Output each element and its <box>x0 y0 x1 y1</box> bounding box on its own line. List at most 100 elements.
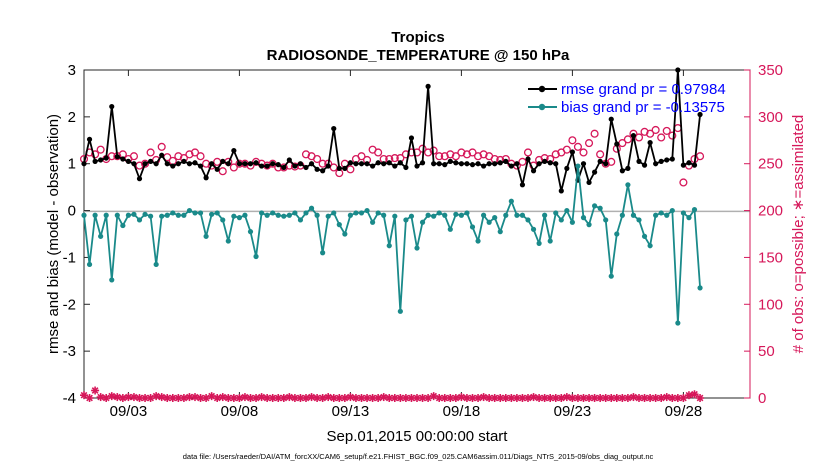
obs-possible-point <box>579 148 588 157</box>
obs-assimilated-point <box>657 394 666 402</box>
obs-possible-point <box>584 139 594 148</box>
rmse-point <box>519 182 526 188</box>
y-right-tick-label: 250 <box>758 156 783 173</box>
y-right-tick-label: 350 <box>758 62 783 79</box>
bias-point <box>464 210 470 216</box>
rmse-point <box>281 164 287 171</box>
rmse-point <box>331 125 337 132</box>
rmse-point <box>114 154 120 160</box>
obs-assimilated-series <box>80 386 705 402</box>
rmse-point <box>353 161 359 167</box>
obs-assimilated-point <box>346 393 355 402</box>
bias-point <box>658 210 664 216</box>
rmse-point <box>86 136 93 142</box>
obs-possible-point <box>695 152 705 161</box>
rmse-point <box>325 163 331 169</box>
obs-assimilated-point <box>629 393 638 402</box>
obs-possible-point <box>473 152 483 161</box>
y-right-tick-label: 50 <box>758 343 775 360</box>
legend-rmse-label: rmse grand pr = 0.97984 <box>561 81 726 98</box>
obs-assimilated-point <box>662 393 671 402</box>
bias-point <box>486 219 492 225</box>
rmse-point <box>619 168 625 174</box>
bias-point <box>408 213 415 219</box>
rmse-point <box>397 160 403 166</box>
rmse-point <box>569 149 576 155</box>
rmse-point <box>264 163 270 169</box>
bias-point <box>259 210 265 216</box>
bias-point <box>386 243 392 249</box>
obs-assimilated-point <box>413 394 421 402</box>
plot-area <box>83 69 751 399</box>
obs-possible-point <box>573 142 582 151</box>
y-tick-label: -4 <box>63 390 76 407</box>
bias-point <box>114 212 120 218</box>
bias-point <box>153 261 159 268</box>
bias-point <box>575 163 581 169</box>
bias-point <box>358 210 365 216</box>
bias-point <box>253 253 259 260</box>
rmse-point <box>175 161 181 167</box>
bias-point <box>514 212 520 218</box>
obs-possible-point <box>607 157 616 166</box>
y-tick-label: -1 <box>63 249 76 266</box>
rmse-point <box>592 169 598 175</box>
bias-point <box>347 212 353 218</box>
obs-possible-point <box>646 129 655 138</box>
obs-possible-point <box>451 152 460 161</box>
y-right-axis-ticks: 0 50 100 150 200 250 300 350 <box>744 62 783 407</box>
rmse-point <box>148 158 154 164</box>
bias-point <box>530 226 537 232</box>
obs-assimilated-point <box>163 394 172 402</box>
rmse-point <box>292 163 298 169</box>
bias-point <box>159 213 165 219</box>
obs-assimilated-point <box>340 394 349 402</box>
rmse-point <box>370 163 376 169</box>
bias-point <box>475 238 481 244</box>
bias-point <box>197 210 204 216</box>
rmse-point <box>641 162 648 168</box>
bias-point <box>481 212 487 218</box>
obs-possible-point <box>479 150 488 159</box>
rmse-point <box>419 160 426 166</box>
rmse-line <box>83 69 701 192</box>
bias-point <box>242 212 248 218</box>
bias-point <box>353 210 359 216</box>
bias-point <box>181 212 187 218</box>
obs-possible-point <box>135 161 144 170</box>
legend-rmse-marker <box>538 85 546 93</box>
obs-assimilated-point <box>468 394 477 402</box>
bias-point <box>170 210 176 216</box>
obs-possible-point <box>518 157 527 166</box>
rmse-point <box>214 166 220 172</box>
obs-assimilated-point <box>496 394 505 402</box>
bias-point <box>220 217 226 223</box>
obs-possible-point <box>468 148 477 157</box>
rmse-point <box>92 158 98 164</box>
obs-assimilated-point <box>557 394 566 402</box>
obs-assimilated-point <box>185 393 194 402</box>
bias-point <box>569 219 576 225</box>
bias-point <box>125 212 131 218</box>
obs-assimilated-point <box>524 394 532 402</box>
rmse-point <box>164 161 170 167</box>
rmse-point <box>142 161 148 167</box>
rmse-point <box>358 161 365 167</box>
bias-line <box>83 165 701 324</box>
rmse-point <box>425 83 431 89</box>
y-tick-label: 3 <box>68 62 76 79</box>
obs-possible-point <box>357 152 366 161</box>
obs-assimilated-point <box>191 393 199 402</box>
bias-point <box>436 210 442 216</box>
bias-point <box>503 212 509 218</box>
bias-point <box>86 261 93 268</box>
rmse-point <box>580 161 587 167</box>
obs-possible-point <box>96 145 105 154</box>
bias-point <box>297 217 304 223</box>
bias-point <box>675 320 681 326</box>
bias-series <box>81 163 703 326</box>
x-tick-label: 09/08 <box>221 403 259 420</box>
bias-point <box>691 207 698 213</box>
bias-point <box>442 212 448 218</box>
rmse-point <box>242 161 248 167</box>
